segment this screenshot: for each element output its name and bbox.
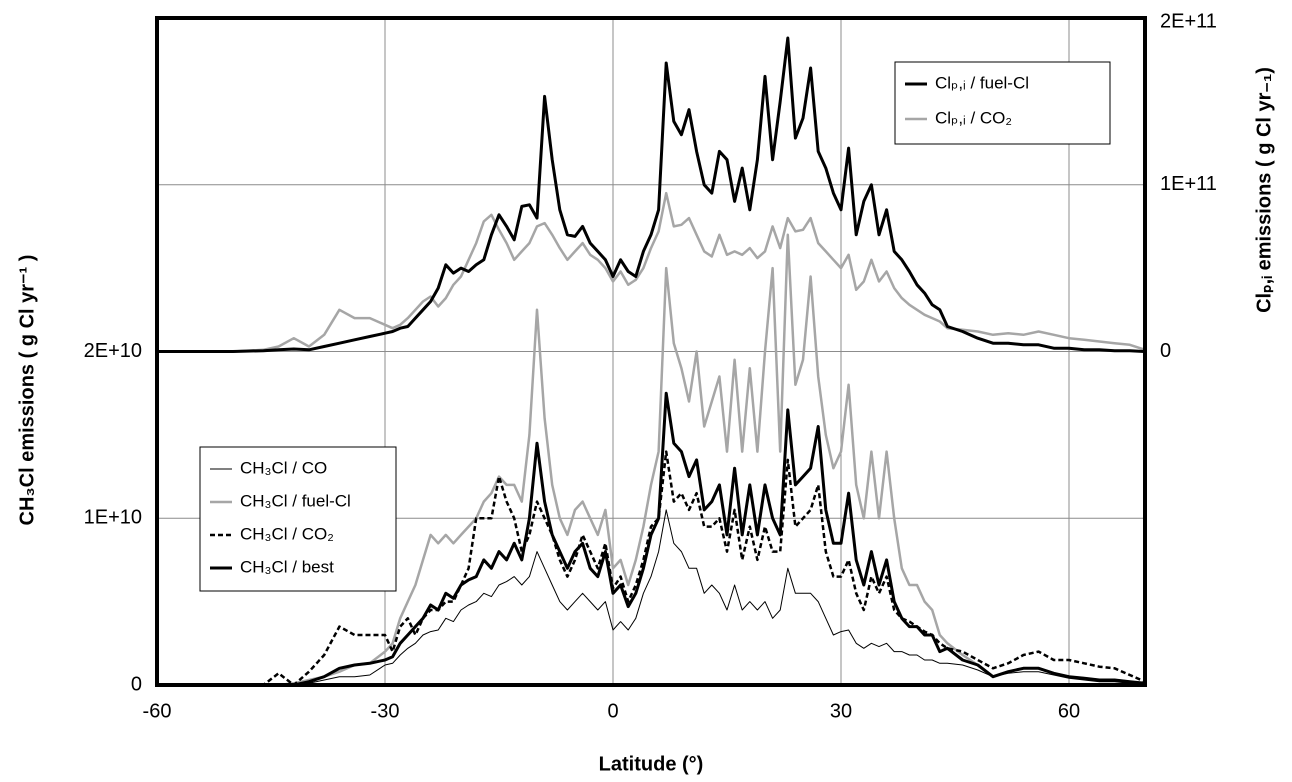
x-tick-label: 60 xyxy=(1058,700,1080,722)
x-axis-label: Latitude (°) xyxy=(599,753,704,775)
legend-box xyxy=(894,61,1111,145)
legend-label: CH₃Cl / fuel-Cl xyxy=(240,491,351,510)
y-axis-label: CH₃Cl emissions ( g Cl yr⁻¹ ) xyxy=(16,255,38,526)
legend-label: CH₃Cl / CO xyxy=(240,458,327,477)
legend-label: CH₃Cl / CO₂ xyxy=(240,524,334,543)
x-tick-label: -60 xyxy=(143,700,172,722)
legends: CH₃Cl / CO CH₃Cl / fuel-Cl CH₃Cl / CO₂ CH₃C… xyxy=(199,61,1111,592)
series-line xyxy=(157,509,1145,686)
legend-label: Clₚ,ᵢ / fuel-Cl xyxy=(935,73,1029,92)
plot-frame xyxy=(155,16,1147,687)
y2-tick-label: 2E+11 xyxy=(1160,10,1217,32)
series-line xyxy=(157,36,1146,353)
series xyxy=(157,36,1146,687)
series-line xyxy=(157,450,1146,687)
y2-axis-label: Clₚ,ᵢ emissions ( g Cl yr₋₁) xyxy=(1253,67,1275,313)
legend-label: CH₃Cl / best xyxy=(240,557,334,576)
series-line xyxy=(157,233,1146,687)
x-tick-label: 30 xyxy=(830,700,852,722)
legend-box xyxy=(199,446,397,592)
y-tick-label: 0 xyxy=(131,673,142,695)
series-line xyxy=(157,391,1146,687)
y-tick-label: 1E+10 xyxy=(84,507,142,529)
legend-label: Clₚ,ᵢ / CO₂ xyxy=(935,108,1012,127)
y2-tick-label: 0 xyxy=(1160,340,1171,362)
x-tick-label: -30 xyxy=(371,700,400,722)
series-line xyxy=(157,191,1146,353)
x-tick-label: 0 xyxy=(607,700,618,722)
y2-tick-label: 1E+11 xyxy=(1160,173,1217,195)
y-tick-label: 2E+10 xyxy=(84,340,142,362)
